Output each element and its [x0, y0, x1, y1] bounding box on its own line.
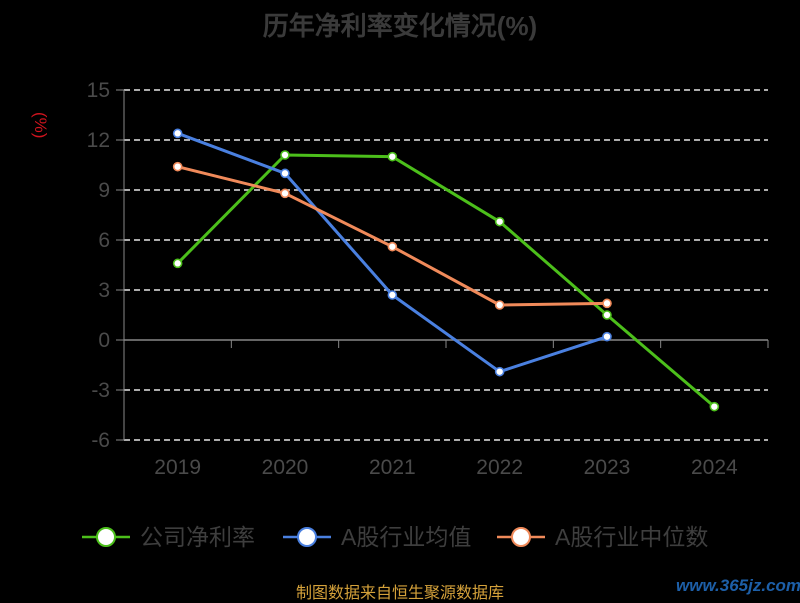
watermark: www.365jz.com: [676, 576, 800, 595]
data-source-note: 制图数据来自恒生聚源数据库: [295, 585, 504, 602]
legend-label: A股行业均值: [341, 524, 471, 550]
gridlines: [124, 89, 768, 441]
legend-marker: [96, 527, 116, 547]
y-tick-label: -3: [91, 379, 110, 402]
data-point: [709, 401, 720, 412]
series-line: [177, 165, 608, 307]
data-point: [172, 161, 183, 172]
axes: 15 12 9 6 3 0 -3 -6 2019 2020 2021 2022 2023 2024: [87, 79, 769, 479]
legend-marker: [297, 527, 317, 547]
x-tick-label: 2019: [154, 456, 201, 479]
data-point: [387, 290, 398, 300]
y-tick-label: 12: [87, 129, 110, 152]
legend-item-1: 公司净利率: [82, 524, 255, 550]
x-tick-label: 2021: [369, 456, 416, 479]
data-point: [172, 258, 183, 269]
x-tick-label: 2022: [476, 456, 523, 479]
data-point: [494, 366, 505, 377]
series-line: [176, 153, 716, 408]
legend-marker: [511, 527, 531, 547]
y-tick-label: 15: [87, 79, 110, 102]
data-point: [602, 310, 612, 320]
y-tick-label: 0: [98, 329, 110, 352]
x-tick-label: 2024: [691, 456, 738, 479]
series: [172, 128, 720, 412]
legend: 公司净利率 A股行业均值 A股行业中位数: [82, 524, 708, 550]
series-2: [172, 128, 612, 377]
data-point: [280, 188, 290, 199]
legend-label: A股行业中位数: [555, 524, 708, 550]
y-tick-label: 6: [98, 229, 110, 252]
x-tick-label: 2020: [262, 456, 309, 479]
series-line: [177, 131, 608, 374]
y-axis-unit-label: (%): [31, 112, 50, 139]
y-tick-label: 3: [98, 279, 110, 302]
data-point: [602, 331, 612, 342]
chart-title: 历年净利率变化情况(%): [262, 11, 538, 41]
data-point: [387, 241, 398, 252]
y-tick-label: 9: [98, 179, 110, 202]
data-point: [280, 150, 290, 160]
data-point: [602, 298, 612, 309]
data-point: [494, 216, 505, 227]
data-point: [280, 168, 290, 179]
x-tick-label: 2023: [584, 456, 631, 479]
legend-item-2: A股行业均值: [283, 524, 471, 550]
data-point: [494, 300, 505, 310]
y-tick-label: -6: [91, 429, 110, 452]
legend-label: 公司净利率: [140, 524, 255, 550]
data-point: [387, 151, 398, 162]
data-point: [172, 128, 183, 139]
series-1: [172, 150, 720, 412]
series-3: [172, 161, 612, 310]
legend-item-3: A股行业中位数: [497, 524, 708, 550]
